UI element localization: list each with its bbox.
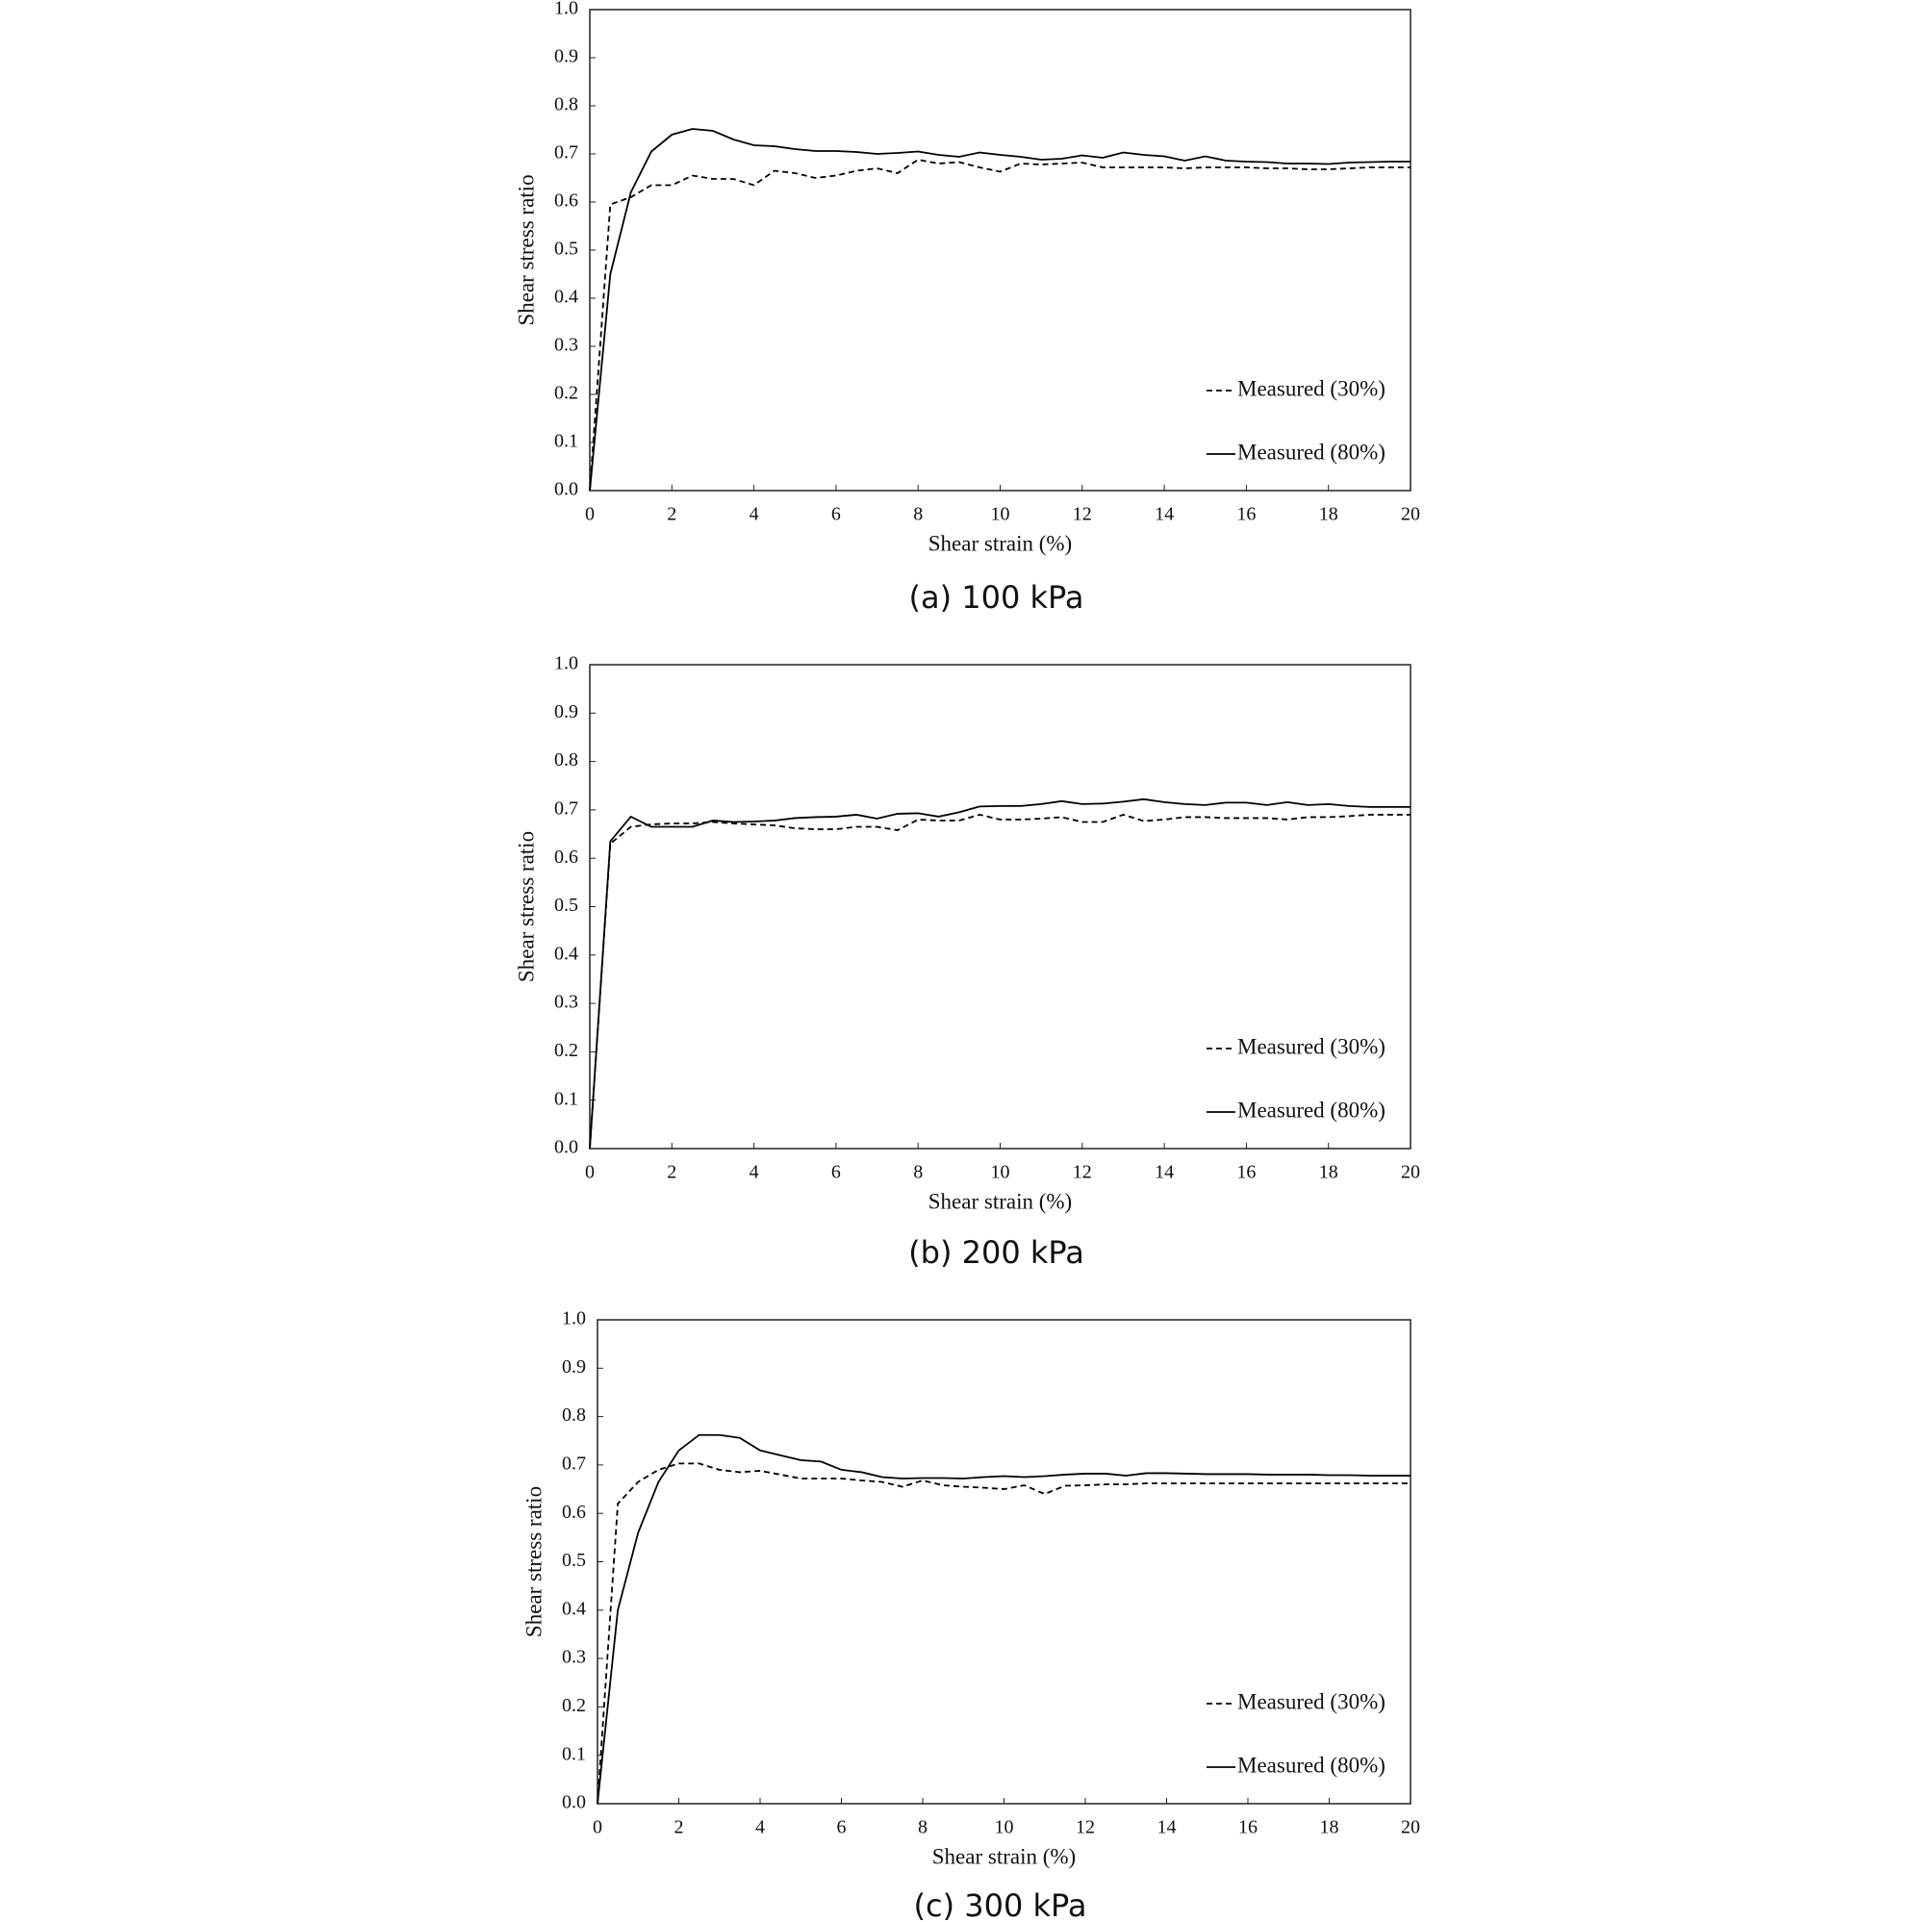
x-tick-label: 14 (1155, 1162, 1174, 1183)
x-tick-label: 12 (1076, 1817, 1095, 1838)
x-tick-label: 16 (1238, 1817, 1258, 1838)
y-tick-label: 1.0 (562, 1308, 586, 1329)
x-axis-label: Shear strain (%) (928, 531, 1072, 555)
x-tick-label: 10 (991, 504, 1010, 525)
y-axis-label: Shear stress ratio (521, 1486, 546, 1637)
x-tick-label: 12 (1073, 504, 1092, 525)
y-tick-label: 0.3 (554, 992, 578, 1013)
y-tick-label: 0.1 (554, 431, 578, 452)
y-tick-label: 0.8 (554, 749, 578, 771)
y-tick-label: 0.8 (554, 94, 578, 115)
x-axis-label: Shear strain (%) (932, 1844, 1076, 1868)
y-tick-label: 0.8 (562, 1404, 586, 1426)
y-tick-label: 0.2 (554, 383, 578, 404)
x-tick-label: 8 (913, 504, 923, 525)
x-tick-label: 14 (1155, 504, 1174, 525)
y-tick-label: 0.6 (554, 847, 578, 868)
y-tick-label: 0.2 (562, 1695, 586, 1716)
y-tick-label: 0.0 (554, 479, 578, 500)
plot-frame (589, 664, 1411, 1150)
y-tick-label: 0.1 (554, 1088, 578, 1109)
x-tick-label: 16 (1236, 504, 1256, 525)
series-line (597, 1433, 1411, 1805)
y-tick-label: 0.7 (554, 142, 578, 164)
x-tick-label: 20 (1401, 1817, 1420, 1838)
x-tick-label: 6 (831, 1162, 841, 1183)
y-tick-label: 0.4 (554, 943, 578, 964)
y-tick-label: 1.0 (554, 653, 578, 674)
y-tick-label: 0.5 (562, 1550, 586, 1571)
legend-label: Measured (80%) (1237, 1098, 1385, 1122)
x-tick-label: 12 (1073, 1162, 1092, 1183)
y-tick-label: 0.7 (562, 1453, 586, 1474)
y-tick-label: 0.5 (554, 239, 578, 260)
x-tick-label: 20 (1401, 1162, 1420, 1183)
x-tick-label: 2 (667, 1162, 676, 1183)
x-tick-label: 6 (831, 504, 841, 525)
y-axis-label: Shear stress ratio (514, 174, 538, 325)
y-tick-label: 0.3 (554, 335, 578, 356)
x-tick-label: 0 (585, 1162, 595, 1183)
plot-frame (589, 9, 1411, 492)
x-tick-label: 8 (918, 1817, 928, 1838)
y-tick-label: 0.0 (562, 1792, 586, 1813)
x-tick-label: 8 (913, 1162, 923, 1183)
y-tick-label: 0.6 (562, 1502, 586, 1523)
x-tick-label: 18 (1319, 1162, 1338, 1183)
y-tick-label: 0.9 (562, 1356, 586, 1378)
x-tick-label: 20 (1401, 504, 1420, 525)
x-tick-label: 0 (593, 1817, 602, 1838)
legend-label: Measured (30%) (1237, 376, 1385, 400)
x-tick-label: 2 (674, 1817, 684, 1838)
x-tick-label: 18 (1319, 504, 1338, 525)
series-line (597, 1462, 1411, 1805)
x-tick-label: 4 (750, 504, 759, 525)
y-tick-label: 0.9 (554, 46, 578, 67)
series-line (589, 797, 1411, 1150)
y-tick-label: 0.3 (562, 1647, 586, 1668)
x-axis-label: Shear strain (%) (928, 1189, 1072, 1213)
x-tick-label: 16 (1236, 1162, 1256, 1183)
x-tick-label: 18 (1320, 1817, 1339, 1838)
x-tick-label: 4 (755, 1817, 765, 1838)
series-line (589, 159, 1411, 492)
x-tick-label: 14 (1157, 1817, 1177, 1838)
legend-label: Measured (80%) (1237, 1753, 1385, 1777)
caption: (c) 300 kPa (914, 1887, 1087, 1922)
legend-label: Measured (30%) (1237, 1034, 1385, 1058)
y-tick-label: 0.9 (554, 701, 578, 722)
y-tick-label: 0.7 (554, 797, 578, 819)
y-axis-label: Shear stress ratio (514, 831, 538, 982)
caption: (b) 200 kPa (908, 1234, 1084, 1271)
x-tick-label: 4 (750, 1162, 759, 1183)
y-tick-label: 0.5 (554, 895, 578, 916)
y-tick-label: 0.2 (554, 1040, 578, 1061)
caption: (a) 100 kPa (909, 579, 1084, 616)
y-tick-label: 0.1 (562, 1743, 586, 1764)
series-line (589, 128, 1411, 492)
y-tick-label: 0.4 (554, 287, 578, 308)
x-tick-label: 10 (991, 1162, 1010, 1183)
x-tick-label: 0 (585, 504, 595, 525)
x-tick-label: 6 (837, 1817, 847, 1838)
y-tick-label: 0.4 (562, 1598, 586, 1619)
y-tick-label: 1.0 (554, 0, 578, 19)
legend-label: Measured (30%) (1237, 1689, 1385, 1713)
legend-label: Measured (80%) (1237, 440, 1385, 464)
plot-frame (597, 1319, 1411, 1805)
x-tick-label: 2 (667, 504, 676, 525)
series-line (589, 813, 1411, 1150)
y-tick-label: 0.0 (554, 1137, 578, 1158)
x-tick-label: 10 (995, 1817, 1014, 1838)
y-tick-label: 0.6 (554, 190, 578, 212)
